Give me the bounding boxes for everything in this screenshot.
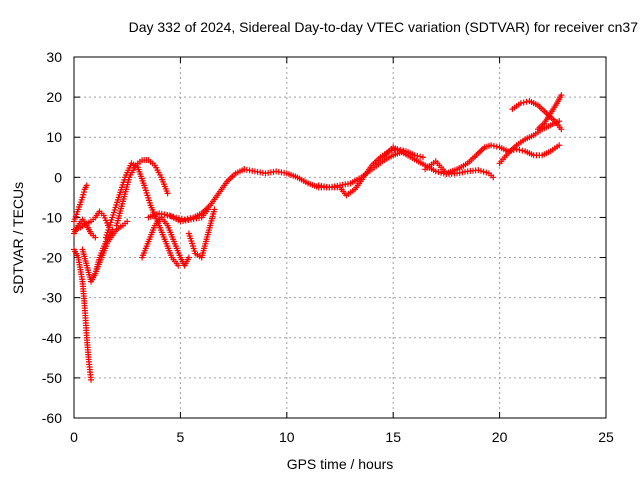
data-point [80,191,87,198]
data-point [83,182,90,189]
data-point [88,376,95,383]
data-point [556,142,563,149]
data-point [519,147,526,154]
data-point [516,146,523,153]
y-axis-label: SDTVAR / TECUs [10,181,26,295]
y-tick-label: 20 [46,89,62,105]
y-tick-label: -40 [42,330,62,346]
x-tick-label: 15 [385,429,401,445]
data-point [80,189,87,196]
data-point [517,100,524,107]
data-point [170,213,177,220]
data-point [178,215,185,222]
x-tick-label: 0 [70,429,78,445]
data-point [477,167,484,174]
data-point [211,206,218,213]
data-point [488,142,495,149]
y-tick-label: -30 [42,290,62,306]
y-tick-label: 0 [54,169,62,185]
data-point [493,143,500,150]
y-tick-label: -50 [42,370,62,386]
data-point [185,254,192,261]
data-point [187,215,194,222]
y-tick-label: -60 [42,410,62,426]
data-point [435,169,442,176]
data-point [184,215,191,222]
data-point [490,142,497,149]
x-tick-label: 20 [492,429,508,445]
chart-title: Day 332 of 2024, Sidereal Day-to-day VTE… [128,19,638,35]
data-point [490,174,497,181]
data-point [164,212,171,219]
data-point [417,153,424,160]
x-tick-label: 5 [177,429,185,445]
data-point [419,154,426,161]
y-tick-label: -20 [42,250,62,266]
x-tick-label: 10 [279,429,295,445]
data-point [79,194,86,201]
data-point [173,214,180,221]
data-point [438,169,445,176]
data-point [558,126,565,133]
y-tick-label: -10 [42,209,62,225]
data-point [124,218,131,225]
data-point [92,234,99,241]
x-axis-label: GPS time / hours [286,456,394,472]
data-point [181,216,188,223]
data-point [520,99,527,106]
y-tick-label: 30 [46,49,62,65]
data-point [432,168,439,175]
x-tick-label: 25 [598,429,614,445]
data-point [175,215,182,222]
data-point [475,167,482,174]
data-point [175,262,182,269]
data-point [414,152,421,159]
data-point [558,92,565,99]
data-point [480,168,487,175]
y-tick-label: 10 [46,129,62,145]
data-point [167,213,174,220]
plot-frame [73,56,607,419]
data-point [164,190,171,197]
data-point [483,169,490,176]
